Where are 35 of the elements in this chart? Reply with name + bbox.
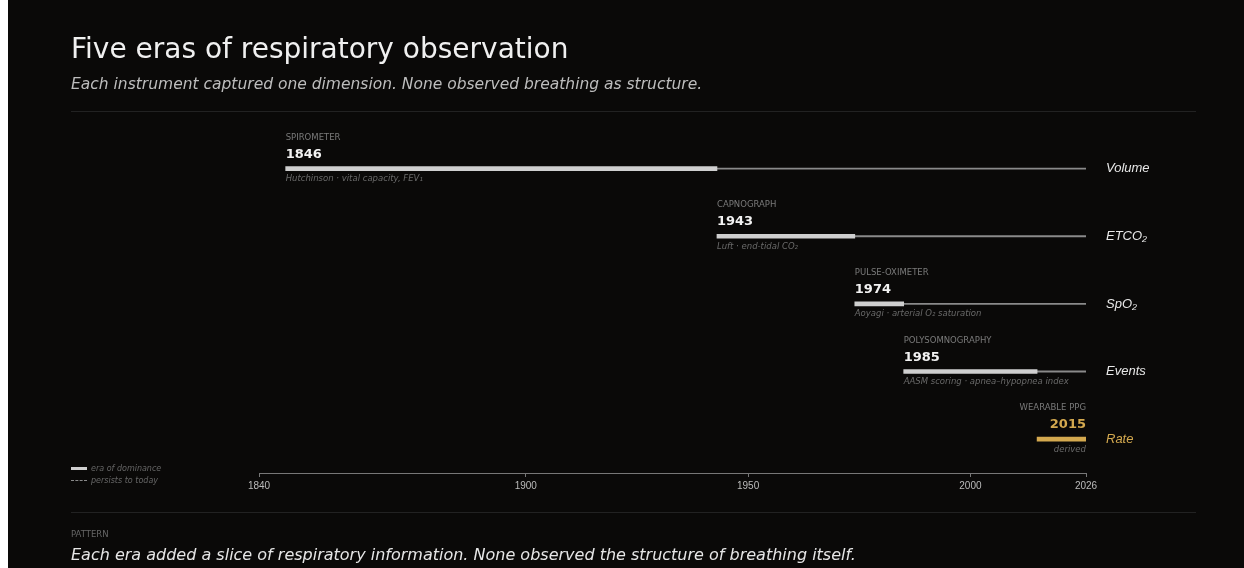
annotation: AASM scoring · apnea–hypopnea index (902, 375, 1070, 386)
annotation: 1985 (903, 348, 940, 364)
bar (903, 369, 1038, 374)
annotation: Aoyagi · arterial O₂ saturation (853, 308, 982, 319)
y-tick-label: SpO₂ (1106, 295, 1138, 311)
y-tick-label: Volume (1106, 160, 1150, 176)
annotation: PULSE-OXIMETER (854, 266, 929, 277)
legend-label: era of dominance (91, 463, 162, 473)
text: Each era added a slice of respiratory information. None observed the structure of breathing itself. (71, 545, 856, 564)
annotation: 2015 (1049, 416, 1086, 432)
x-tick-label: 1950 (736, 479, 760, 491)
bar (1036, 436, 1086, 442)
y-tick-label: Events (1106, 363, 1147, 379)
annotation: 1846 (285, 145, 322, 161)
annotation: WEARABLE PPG (1019, 402, 1086, 413)
chart-subtitle: Each instrument captured one dimension. None observed breathing as structure. (71, 75, 703, 93)
annotation: derived (1053, 443, 1087, 454)
chart-title: Five eras of respiratory observation (71, 32, 569, 65)
y-tick-label: Rate (1106, 430, 1134, 446)
annotation: 1943 (716, 213, 754, 229)
x-tick-label: 2026 (1074, 479, 1098, 491)
legend-label: persists to today (91, 475, 159, 485)
y-tick-label: ETCO₂ (1106, 227, 1148, 243)
text: PATTERN (71, 529, 110, 539)
annotation: 1974 (854, 280, 891, 296)
bar (285, 166, 718, 171)
x-tick-label: 1900 (514, 479, 538, 491)
x-tick-label: 2000 (959, 479, 982, 491)
bar (716, 233, 856, 239)
annotation: Hutchinson · vital capacity, FEV₁ (285, 173, 423, 184)
annotation: POLYSOMNOGRAPHY (903, 334, 993, 345)
annotation: CAPNOGRAPH (716, 199, 777, 210)
x-tick-label: 1840 (247, 479, 271, 491)
annotation: Luft · end-tidal CO₂ (716, 240, 799, 251)
annotation: SPIROMETER (285, 131, 341, 142)
